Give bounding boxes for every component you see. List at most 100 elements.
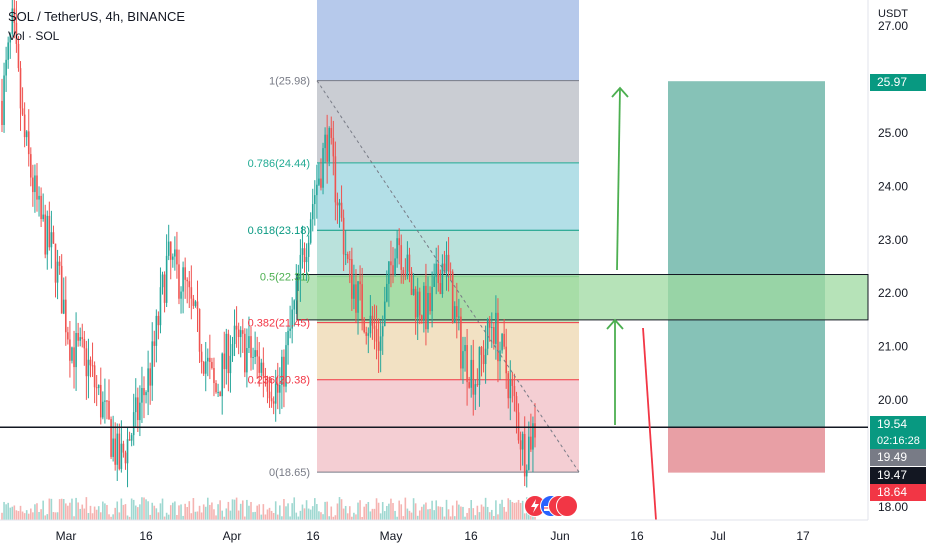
fib-band-0 bbox=[317, 80, 579, 163]
time-tick: 16 bbox=[306, 529, 320, 543]
volume-bar bbox=[505, 511, 507, 520]
volume-bar bbox=[134, 505, 137, 520]
volume-bar bbox=[445, 499, 448, 520]
volume-bar bbox=[147, 501, 149, 520]
volume-bar bbox=[221, 510, 223, 520]
volume-bar bbox=[441, 507, 444, 520]
volume-bar bbox=[99, 512, 102, 520]
candle-body bbox=[190, 287, 193, 299]
flag-icon-3[interactable] bbox=[556, 495, 578, 517]
volume-bar bbox=[437, 506, 440, 520]
candle-body bbox=[155, 315, 158, 346]
time-tick: 16 bbox=[464, 529, 478, 543]
candle-body bbox=[344, 254, 347, 256]
volume-bar bbox=[429, 508, 431, 520]
candle-body bbox=[406, 254, 409, 276]
candle-body bbox=[81, 337, 84, 339]
candle-body bbox=[359, 281, 361, 285]
volume-bar bbox=[69, 502, 71, 520]
volume-bar bbox=[388, 503, 390, 520]
volume-bar bbox=[515, 502, 518, 520]
volume-bar bbox=[233, 499, 236, 520]
candle-body bbox=[126, 439, 129, 464]
volume-bar bbox=[451, 505, 454, 520]
time-tick: Jun bbox=[550, 529, 569, 543]
candle-body bbox=[363, 319, 365, 333]
candle-body bbox=[211, 361, 213, 369]
volume-bar bbox=[464, 516, 466, 520]
volume-bar bbox=[274, 501, 277, 520]
candle-body bbox=[412, 288, 415, 295]
candle-body bbox=[332, 137, 335, 157]
candle-body bbox=[346, 254, 349, 260]
candle-body bbox=[32, 177, 34, 193]
fib-label: 0.786(24.44) bbox=[248, 158, 310, 170]
volume-bar bbox=[264, 514, 267, 520]
candle-body bbox=[124, 452, 127, 464]
event-icons[interactable] bbox=[524, 495, 580, 519]
volume-bar bbox=[17, 511, 20, 520]
volume-bar bbox=[169, 505, 172, 520]
volume-bar bbox=[248, 505, 250, 520]
volume-bar bbox=[182, 515, 184, 520]
stop-price-badge: 18.64 bbox=[870, 484, 926, 501]
candle-body bbox=[478, 346, 481, 385]
volume-bar bbox=[213, 509, 215, 520]
candle-body bbox=[137, 397, 139, 421]
fib-band-4 bbox=[317, 322, 579, 380]
candle-body bbox=[383, 301, 386, 327]
candle-body bbox=[270, 398, 273, 402]
candle-body bbox=[416, 291, 419, 318]
volume-bar bbox=[507, 498, 510, 520]
candle-body bbox=[342, 217, 345, 255]
candle-body bbox=[497, 312, 499, 362]
volume-bar bbox=[468, 508, 470, 520]
volume-bar bbox=[359, 500, 361, 520]
volume-bar bbox=[314, 498, 316, 520]
volume-bar bbox=[137, 507, 139, 520]
volume-bar bbox=[270, 510, 273, 520]
volume-bar bbox=[381, 502, 384, 520]
candle-body bbox=[307, 242, 310, 257]
volume-bar bbox=[460, 506, 462, 520]
candle-body bbox=[433, 276, 435, 287]
candle-body bbox=[511, 379, 514, 386]
volume-bar bbox=[470, 500, 473, 520]
volume-bar bbox=[225, 508, 228, 520]
volume-bar bbox=[200, 512, 203, 520]
price-tick: 24.00 bbox=[878, 179, 908, 193]
candle-body bbox=[476, 384, 479, 386]
candle-body bbox=[262, 362, 265, 377]
candle-body bbox=[122, 443, 125, 453]
volume-bar bbox=[486, 506, 489, 520]
candle-body bbox=[108, 400, 110, 420]
candle-body bbox=[495, 312, 497, 344]
candle-body bbox=[429, 292, 431, 312]
candle-body bbox=[239, 330, 242, 338]
candle-body bbox=[482, 354, 485, 365]
volume-bar bbox=[83, 508, 86, 520]
volume-bar bbox=[67, 505, 69, 520]
candle-body bbox=[132, 412, 135, 436]
candle-body bbox=[167, 241, 170, 256]
volume-bar bbox=[95, 509, 98, 520]
candle-body bbox=[34, 175, 36, 193]
candle-body bbox=[371, 315, 374, 326]
candle-body bbox=[104, 400, 106, 402]
volume-bar bbox=[34, 504, 36, 520]
candle-body bbox=[528, 436, 530, 470]
volume-bar bbox=[151, 502, 154, 520]
candle-body bbox=[523, 433, 526, 477]
volume-bar bbox=[227, 501, 230, 520]
candle-body bbox=[89, 359, 92, 366]
candle-body bbox=[443, 263, 446, 272]
candle-body bbox=[311, 204, 314, 220]
volume-bar bbox=[60, 498, 63, 520]
volume-bar bbox=[9, 507, 12, 520]
candle-body bbox=[93, 365, 96, 388]
candle-body bbox=[274, 383, 277, 404]
last-price-badge: 19.54 bbox=[870, 416, 926, 433]
candle-body bbox=[276, 383, 279, 393]
fib-trend-line bbox=[316, 80, 580, 473]
